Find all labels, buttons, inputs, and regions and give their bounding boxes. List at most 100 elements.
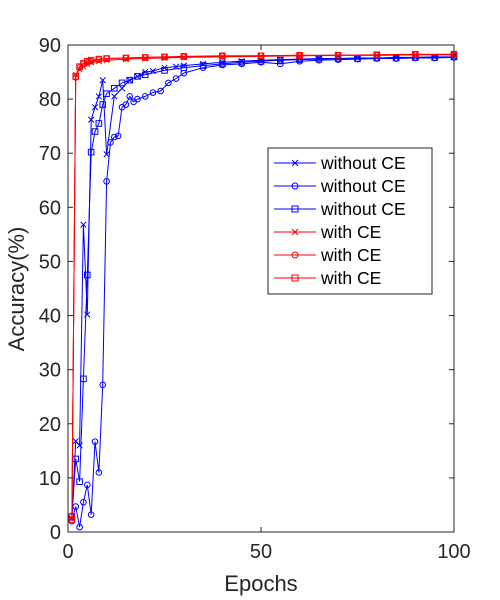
data-point	[161, 67, 168, 74]
x-tick-label: 100	[437, 541, 470, 563]
data-point	[95, 120, 103, 127]
data-point	[103, 151, 110, 158]
y-tick-label: 10	[39, 468, 61, 490]
data-point	[68, 516, 76, 523]
legend-item: without CE	[274, 199, 406, 219]
x-axis-label: Epochs	[224, 571, 297, 596]
data-point	[122, 54, 130, 62]
data-point	[199, 62, 207, 69]
data-point	[134, 73, 141, 80]
data-point	[95, 469, 103, 476]
data-point	[157, 87, 164, 95]
data-point	[257, 52, 265, 60]
legend-label: with CE	[320, 268, 381, 288]
data-point	[134, 95, 141, 103]
legend-box	[267, 147, 433, 295]
data-point	[95, 93, 103, 100]
legend-item: with CE	[274, 222, 381, 242]
data-point	[412, 50, 419, 58]
data-point	[219, 52, 226, 60]
legend-label: with CE	[320, 222, 381, 242]
x-tick-label: 0	[62, 541, 73, 563]
data-point	[84, 271, 91, 279]
data-point	[277, 60, 284, 68]
legend-marker	[291, 228, 299, 236]
data-point	[80, 375, 87, 383]
y-tick-label: 30	[39, 360, 61, 382]
legend-label: without CE	[320, 153, 406, 173]
legend-item: without CE	[274, 153, 406, 173]
data-point	[315, 55, 323, 63]
data-point	[126, 76, 134, 84]
data-point	[165, 79, 172, 87]
legend-marker	[291, 159, 299, 167]
data-point	[180, 64, 188, 72]
data-point	[103, 178, 110, 185]
data-point	[99, 77, 106, 84]
legend-marker	[291, 251, 299, 259]
data-point	[126, 93, 134, 100]
data-point	[161, 53, 168, 61]
legend-label: without CE	[320, 199, 406, 219]
y-tick-label: 50	[39, 251, 61, 273]
legend: without CE without CE without CE with CE wit…	[267, 147, 433, 295]
data-point	[149, 89, 157, 96]
data-point	[111, 84, 118, 92]
x-tick-label: 50	[250, 541, 272, 563]
legend-marker	[291, 274, 299, 282]
y-tick-label: 20	[39, 414, 61, 436]
data-point	[99, 381, 107, 389]
data-point	[118, 79, 126, 87]
data-point	[141, 93, 149, 100]
y-tick-label: 40	[39, 306, 61, 328]
data-point	[141, 54, 149, 61]
legend-marker	[291, 182, 299, 190]
data-point	[80, 60, 87, 67]
data-point	[84, 57, 91, 65]
axes: 0 50 100 0 10 20 30 40 50 60 70 80 90	[39, 35, 471, 563]
data-point	[122, 101, 130, 108]
data-point	[87, 56, 95, 64]
data-point	[88, 116, 95, 123]
data-point	[111, 93, 118, 100]
legend-item: with CE	[274, 268, 381, 288]
series-line	[71, 56, 455, 517]
legend-item: without CE	[274, 176, 406, 196]
data-point	[172, 75, 180, 82]
data-point	[91, 438, 99, 445]
y-tick-label: 80	[39, 89, 61, 111]
data-point	[111, 133, 118, 141]
data-point	[87, 148, 95, 156]
data-point	[103, 55, 110, 62]
data-point	[84, 481, 91, 489]
y-axis-label: Accuracy(%)	[4, 227, 29, 352]
data-point	[114, 132, 122, 140]
data-point	[296, 56, 303, 63]
data-point	[219, 60, 226, 68]
data-point	[118, 85, 126, 92]
y-tick-label: 60	[39, 197, 61, 219]
data-point	[296, 51, 303, 59]
data-point	[180, 53, 188, 60]
y-tick-label: 0	[50, 522, 61, 544]
data-point	[91, 104, 99, 111]
data-point	[277, 56, 284, 64]
y-tick-label: 70	[39, 143, 61, 165]
data-point	[95, 55, 103, 63]
data-point	[76, 523, 83, 531]
legend-label: without CE	[320, 176, 406, 196]
data-point	[76, 478, 83, 485]
data-point	[87, 511, 95, 518]
data-point	[141, 71, 149, 79]
series-3	[68, 53, 458, 521]
data-point	[80, 221, 87, 228]
data-point	[103, 90, 110, 98]
series-line	[71, 53, 454, 520]
data-point	[107, 139, 114, 146]
y-tick-label: 90	[39, 35, 61, 57]
legend-item: with CE	[274, 245, 381, 265]
data-point	[80, 498, 87, 506]
data-point	[238, 59, 245, 66]
legend-marker	[291, 205, 299, 213]
